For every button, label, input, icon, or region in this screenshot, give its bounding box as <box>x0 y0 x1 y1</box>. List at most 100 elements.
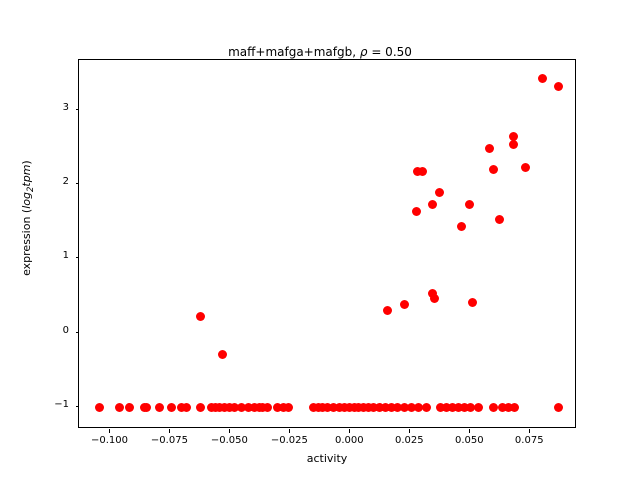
data-point <box>220 403 230 413</box>
data-point <box>318 403 328 413</box>
data-point <box>495 214 505 224</box>
y-axis-tick <box>75 331 79 333</box>
data-point <box>508 132 518 142</box>
x-axis-tick-label: 0.000 <box>335 435 364 446</box>
data-point <box>278 403 288 413</box>
y-axis-label-suffix: ) <box>19 160 33 165</box>
data-point <box>94 403 104 413</box>
data-point <box>442 403 451 413</box>
y-axis-tick-label: −1 <box>54 399 69 411</box>
x-axis-label: activity <box>306 452 348 465</box>
x-axis-tick-label: 0.075 <box>514 435 544 446</box>
y-axis-label-prefix: expression ( <box>19 208 33 276</box>
data-point <box>349 403 359 413</box>
data-point <box>196 403 206 413</box>
data-point <box>181 403 191 413</box>
data-point <box>464 200 474 210</box>
data-point <box>521 162 531 172</box>
x-axis-tick-label: −0.075 <box>150 435 188 446</box>
y-axis-label: expression (log2tpm) <box>20 68 36 368</box>
data-point <box>329 403 339 413</box>
data-point <box>430 294 440 304</box>
data-point <box>421 403 431 413</box>
data-point <box>498 403 508 413</box>
data-point <box>344 403 354 413</box>
data-point <box>509 139 519 149</box>
x-axis-tick-label: −0.025 <box>270 435 308 446</box>
data-point <box>474 403 484 413</box>
data-point <box>125 403 135 413</box>
data-point <box>553 81 563 91</box>
data-point <box>114 403 124 413</box>
data-points-layer <box>79 60 575 427</box>
data-point <box>368 403 378 413</box>
data-point <box>283 403 293 413</box>
x-axis-tick-label: 0.050 <box>454 435 484 446</box>
data-point <box>553 403 563 413</box>
data-point <box>224 403 234 413</box>
data-point <box>465 403 475 413</box>
x-axis-tick <box>529 429 531 433</box>
x-axis-tick-label: −0.100 <box>90 435 128 446</box>
data-point <box>176 403 186 413</box>
data-point <box>230 403 240 413</box>
data-point <box>354 403 364 413</box>
data-point <box>272 403 282 413</box>
rho-value: = 0.50 <box>367 45 412 59</box>
data-point <box>414 403 424 413</box>
data-point <box>488 403 498 413</box>
data-point <box>195 312 205 322</box>
data-point <box>504 403 514 413</box>
data-point <box>313 403 323 413</box>
y-axis-tick <box>75 108 79 110</box>
data-point <box>418 166 427 176</box>
data-point <box>510 403 520 413</box>
data-point <box>407 403 417 413</box>
y-axis-tick-label: 0 <box>62 324 69 336</box>
y-axis-label-log: log <box>19 192 33 209</box>
y-axis-tick <box>75 406 79 408</box>
data-point <box>335 403 345 413</box>
data-point <box>215 403 225 413</box>
data-point <box>244 403 254 413</box>
data-point <box>459 403 469 413</box>
data-point <box>400 403 410 413</box>
data-point <box>142 403 152 413</box>
y-axis-tick-label: 2 <box>62 176 69 187</box>
plot-axes: −0.100 −0.075 −0.050 −0.025 0.000 0.025 0.050 0… <box>54 59 576 446</box>
data-point <box>217 349 227 359</box>
data-point <box>454 403 463 413</box>
data-point <box>392 403 402 413</box>
data-point <box>400 299 410 309</box>
data-point <box>448 403 457 413</box>
data-point <box>155 403 165 413</box>
data-point <box>485 144 495 154</box>
data-point <box>236 403 246 413</box>
x-axis-tick <box>169 429 171 433</box>
y-axis-tick-label: 3 <box>62 101 69 113</box>
data-point <box>386 403 396 413</box>
data-point <box>457 222 467 232</box>
x-axis-tick <box>289 429 291 433</box>
data-point <box>363 403 373 413</box>
y-axis-tick-label: 1 <box>62 250 69 262</box>
y-axis-label-tpm: tpm <box>19 164 33 187</box>
data-point <box>411 206 421 216</box>
y-axis-label-sub: 2 <box>26 186 37 193</box>
data-point <box>340 403 350 413</box>
data-point <box>258 403 268 413</box>
data-point <box>383 306 393 316</box>
x-axis-tick <box>109 429 111 433</box>
x-axis-tick-label: −0.050 <box>210 435 248 446</box>
rho-symbol: ρ <box>359 45 368 59</box>
x-axis-tick <box>469 429 471 433</box>
data-point <box>488 165 498 175</box>
data-point <box>374 403 384 413</box>
y-axis-tick <box>75 257 79 259</box>
chart-title-line1: maff+mafga+mafgb, ρ = 0.50 <box>0 44 640 60</box>
data-point <box>428 200 438 210</box>
data-point <box>263 403 273 413</box>
x-axis-tick <box>349 429 351 433</box>
y-axis-tick <box>75 183 79 184</box>
